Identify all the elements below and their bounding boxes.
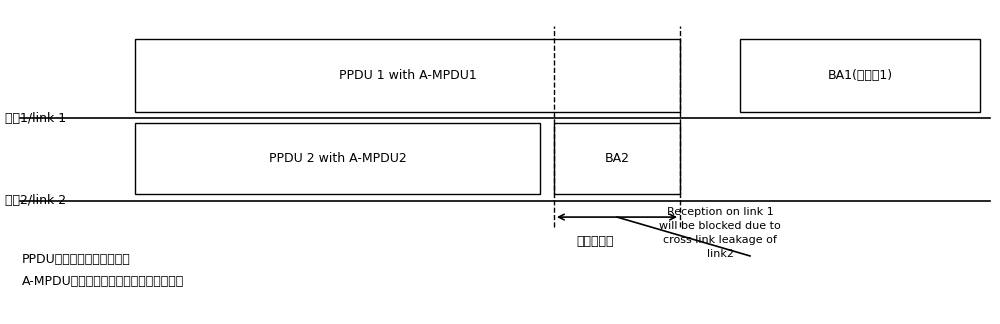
- Bar: [135, 123, 540, 194]
- Bar: [554, 123, 680, 194]
- Text: BA1(块确认1): BA1(块确认1): [827, 69, 893, 82]
- Text: PPDU：物理层协议数据单元: PPDU：物理层协议数据单元: [22, 253, 131, 266]
- Text: 链路2/link 2: 链路2/link 2: [5, 194, 66, 207]
- Bar: [740, 39, 980, 112]
- Text: PPDU 1 with A-MPDU1: PPDU 1 with A-MPDU1: [339, 69, 476, 82]
- Bar: [135, 39, 680, 112]
- Text: A-MPDU：聚合媒体接入控制协议数据单元: A-MPDU：聚合媒体接入控制协议数据单元: [22, 275, 184, 288]
- Text: 链路1/link 1: 链路1/link 1: [5, 112, 66, 125]
- Text: Reception on link 1
will be blocked due to
cross link leakage of
link2: Reception on link 1 will be blocked due …: [659, 207, 781, 259]
- Text: BA2: BA2: [604, 152, 630, 165]
- Text: 时间上重叠: 时间上重叠: [576, 235, 614, 248]
- Text: PPDU 2 with A-MPDU2: PPDU 2 with A-MPDU2: [269, 152, 406, 165]
